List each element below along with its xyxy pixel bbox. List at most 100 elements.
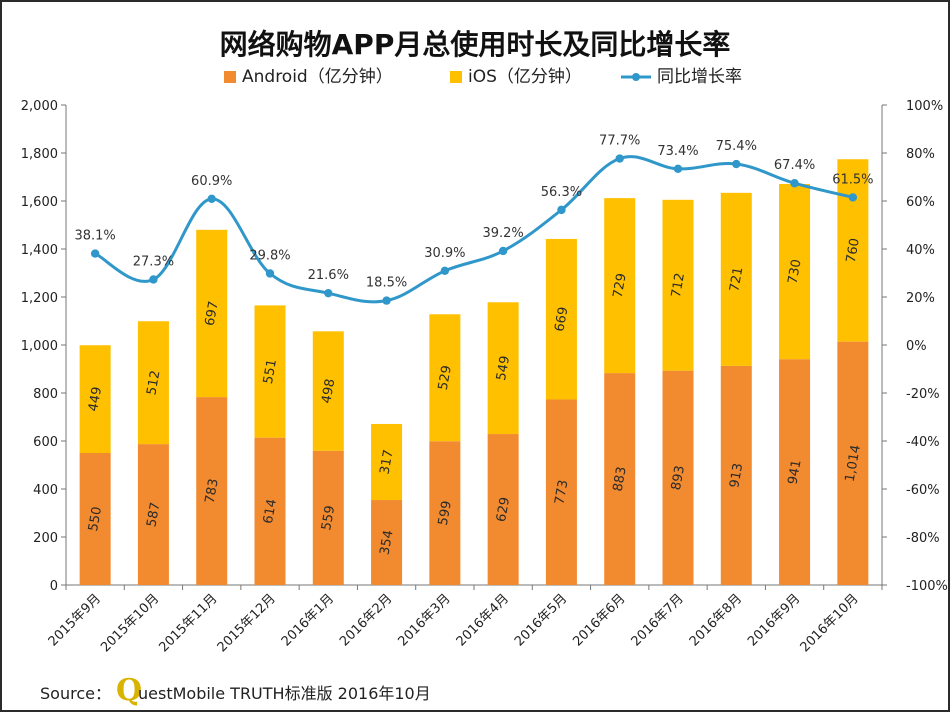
y-right-tick-label: -100% <box>906 579 948 594</box>
x-tick-label: 2016年8月 <box>687 591 745 649</box>
y-right-tick-label: 0% <box>906 339 927 354</box>
ios-bar <box>312 331 344 451</box>
x-tick-label: 2015年11月 <box>156 591 220 655</box>
growth-rate-point <box>848 193 858 202</box>
ios-bar-value-label: 551 <box>261 358 280 385</box>
y-right-tick-label: 100% <box>906 99 943 114</box>
y-left-tick-label: 200 <box>33 531 58 546</box>
x-tick-label: 2016年4月 <box>454 591 512 649</box>
growth-rate-value-label: 73.4% <box>657 144 698 159</box>
android-bar <box>312 450 344 585</box>
ios-bar <box>79 345 111 453</box>
growth-rate-point <box>615 154 624 163</box>
ios-bar <box>429 314 461 442</box>
android-bar-value-label: 614 <box>261 498 280 525</box>
growth-rate-value-label: 21.6% <box>308 268 349 283</box>
y-left-tick-label: 400 <box>33 483 58 498</box>
android-bar <box>79 453 111 585</box>
growth-rate-point <box>732 159 741 169</box>
android-bar <box>429 441 461 585</box>
android-bar-value-label: 913 <box>727 462 746 489</box>
legend-ios-swatch <box>450 71 462 83</box>
ios-bar <box>371 423 403 501</box>
ios-bar-value-label: 498 <box>319 378 338 405</box>
y-left-tick-label: 2,000 <box>21 99 58 114</box>
ios-bar <box>545 238 577 400</box>
x-tick-label: 2016年3月 <box>395 591 453 649</box>
android-bar-value-label: 629 <box>494 496 513 523</box>
legend-rate-label: 同比增长率 <box>657 67 742 87</box>
ios-bar <box>137 321 169 445</box>
growth-rate-value-label: 77.7% <box>599 134 640 149</box>
y-right-tick-label: 80% <box>906 147 935 162</box>
android-bar <box>545 399 577 585</box>
ios-bar-value-label: 721 <box>727 266 746 293</box>
ios-bar <box>196 229 228 398</box>
y-left-tick-label: 1,600 <box>21 195 58 210</box>
y-right-tick-label: -80% <box>906 531 940 546</box>
ios-bar-value-label: 529 <box>436 364 455 391</box>
y-right-tick-label: -60% <box>906 483 940 498</box>
ios-bar <box>604 198 636 374</box>
bars: 550 449 587 512 783 697 614 551 559 498 354 317 599 5… <box>79 159 869 585</box>
growth-rate-point <box>557 205 566 215</box>
ios-bar-value-label: 729 <box>611 272 630 299</box>
ios-bar <box>662 199 694 371</box>
y-right-tick-label: 20% <box>906 291 935 306</box>
y-left-tick-label: 0 <box>50 579 58 594</box>
android-bar <box>371 500 403 585</box>
ios-bar-value-label: 712 <box>669 272 688 299</box>
x-tick-label: 2016年5月 <box>512 591 570 649</box>
ios-bar-value-label: 730 <box>786 258 805 285</box>
growth-rate-value-label: 30.9% <box>424 246 465 261</box>
x-tick-label: 2015年9月 <box>46 591 104 649</box>
ios-bar-value-label: 549 <box>494 355 513 382</box>
chart-title: 网络购物APP月总使用时长及同比增长率 <box>220 28 731 61</box>
android-bar <box>137 444 169 585</box>
android-bar <box>779 359 811 585</box>
ios-bar <box>254 305 286 438</box>
ios-bar-value-label: 512 <box>144 369 163 396</box>
ios-bar-value-label: 449 <box>86 386 105 413</box>
source-text: uestMobile TRUTH标准版 2016年10月 <box>138 684 431 703</box>
growth-rate-point <box>673 164 683 174</box>
android-bar-value-label: 559 <box>319 504 338 531</box>
x-tick-label: 2016年10月 <box>798 591 862 655</box>
growth-rate-point <box>90 249 100 258</box>
y-left-tick-label: 1,400 <box>21 243 58 258</box>
android-bar-value-label: 773 <box>552 479 571 506</box>
android-bar-value-label: 1,014 <box>843 444 864 483</box>
x-tick-label: 2016年6月 <box>570 591 628 649</box>
growth-rate-point <box>207 194 216 204</box>
growth-rate-value-label: 18.5% <box>366 276 407 291</box>
ios-bar-value-label: 760 <box>844 237 863 264</box>
x-tick-label: 2015年10月 <box>98 591 162 655</box>
growth-rate-value-label: 29.8% <box>249 248 290 263</box>
android-bar <box>254 437 286 585</box>
growth-rate-value-label: 67.4% <box>774 158 815 173</box>
android-bar-value-label: 783 <box>203 478 222 505</box>
source-prefix: Source： <box>40 684 111 703</box>
legend-android-label: Android（亿分钟） <box>242 67 393 87</box>
ios-bar <box>487 302 519 435</box>
android-bar-value-label: 550 <box>86 506 105 533</box>
legend-rate-marker <box>632 73 640 81</box>
ios-bar <box>779 183 811 360</box>
android-bar <box>662 370 694 585</box>
growth-rate-point <box>265 269 275 278</box>
growth-rate-value-label: 60.9% <box>191 174 232 189</box>
growth-rate-point <box>324 288 333 298</box>
growth-rate-value-label: 38.1% <box>74 229 115 244</box>
y-right-tick-label: -40% <box>906 435 940 450</box>
legend-android-swatch <box>224 71 236 83</box>
growth-rate-value-label: 75.4% <box>716 139 757 154</box>
growth-rate-point <box>440 266 450 276</box>
x-tick-label: 2016年1月 <box>279 591 337 649</box>
x-tick-label: 2016年7月 <box>629 591 687 649</box>
growth-rate-value-label: 56.3% <box>541 185 582 200</box>
android-bar-value-label: 893 <box>669 464 688 491</box>
legend-ios-label: iOS（亿分钟） <box>468 67 582 87</box>
y-left-tick-label: 1,200 <box>21 291 58 306</box>
